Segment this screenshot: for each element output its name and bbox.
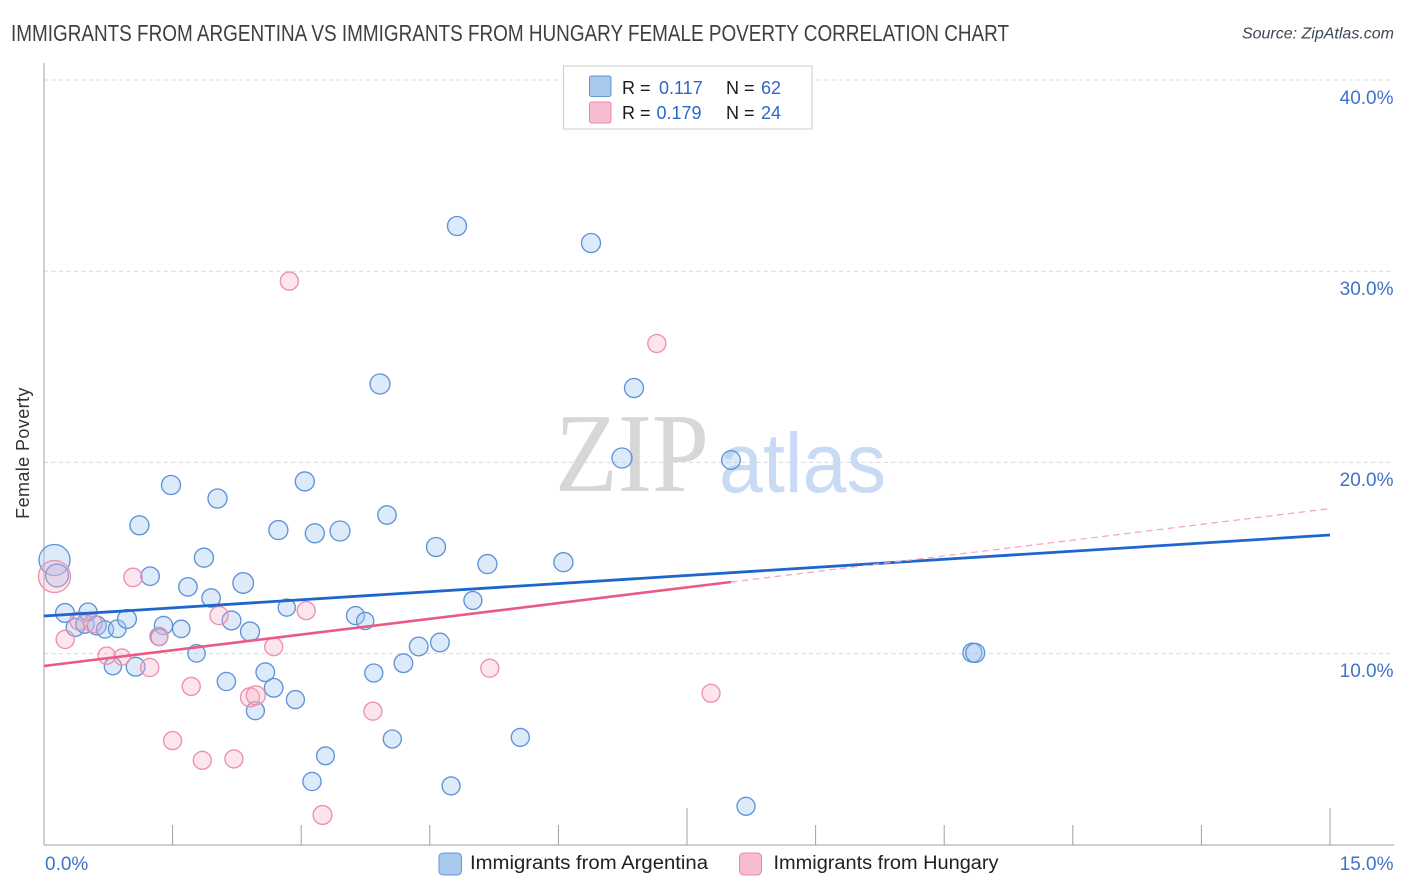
svg-text:R =: R = — [622, 103, 651, 123]
svg-text:ZIP: ZIP — [555, 392, 709, 516]
svg-text:N =: N = — [726, 78, 755, 98]
svg-text:0.117: 0.117 — [659, 78, 703, 98]
svg-text:24: 24 — [761, 103, 781, 123]
svg-text:40.0%: 40.0% — [1340, 88, 1394, 109]
svg-text:Immigrants from Argentina: Immigrants from Argentina — [470, 853, 708, 874]
svg-text:30.0%: 30.0% — [1340, 279, 1394, 300]
svg-text:Female Poverty: Female Poverty — [13, 387, 33, 519]
svg-text:N =: N = — [726, 103, 755, 123]
svg-text:0.0%: 0.0% — [45, 854, 88, 875]
svg-text:0.179: 0.179 — [657, 103, 702, 123]
svg-text:20.0%: 20.0% — [1340, 470, 1394, 491]
svg-text:15.0%: 15.0% — [1340, 854, 1394, 875]
svg-text:62: 62 — [761, 78, 781, 98]
svg-text:atlas: atlas — [719, 416, 886, 510]
svg-text:IMMIGRANTS FROM ARGENTINA VS I: IMMIGRANTS FROM ARGENTINA VS IMMIGRANTS … — [11, 20, 1009, 46]
svg-text:R =: R = — [622, 78, 651, 98]
svg-text:10.0%: 10.0% — [1340, 661, 1394, 682]
svg-text:Source: ZipAtlas.com: Source: ZipAtlas.com — [1242, 26, 1394, 43]
svg-text:Immigrants from Hungary: Immigrants from Hungary — [774, 853, 1000, 874]
